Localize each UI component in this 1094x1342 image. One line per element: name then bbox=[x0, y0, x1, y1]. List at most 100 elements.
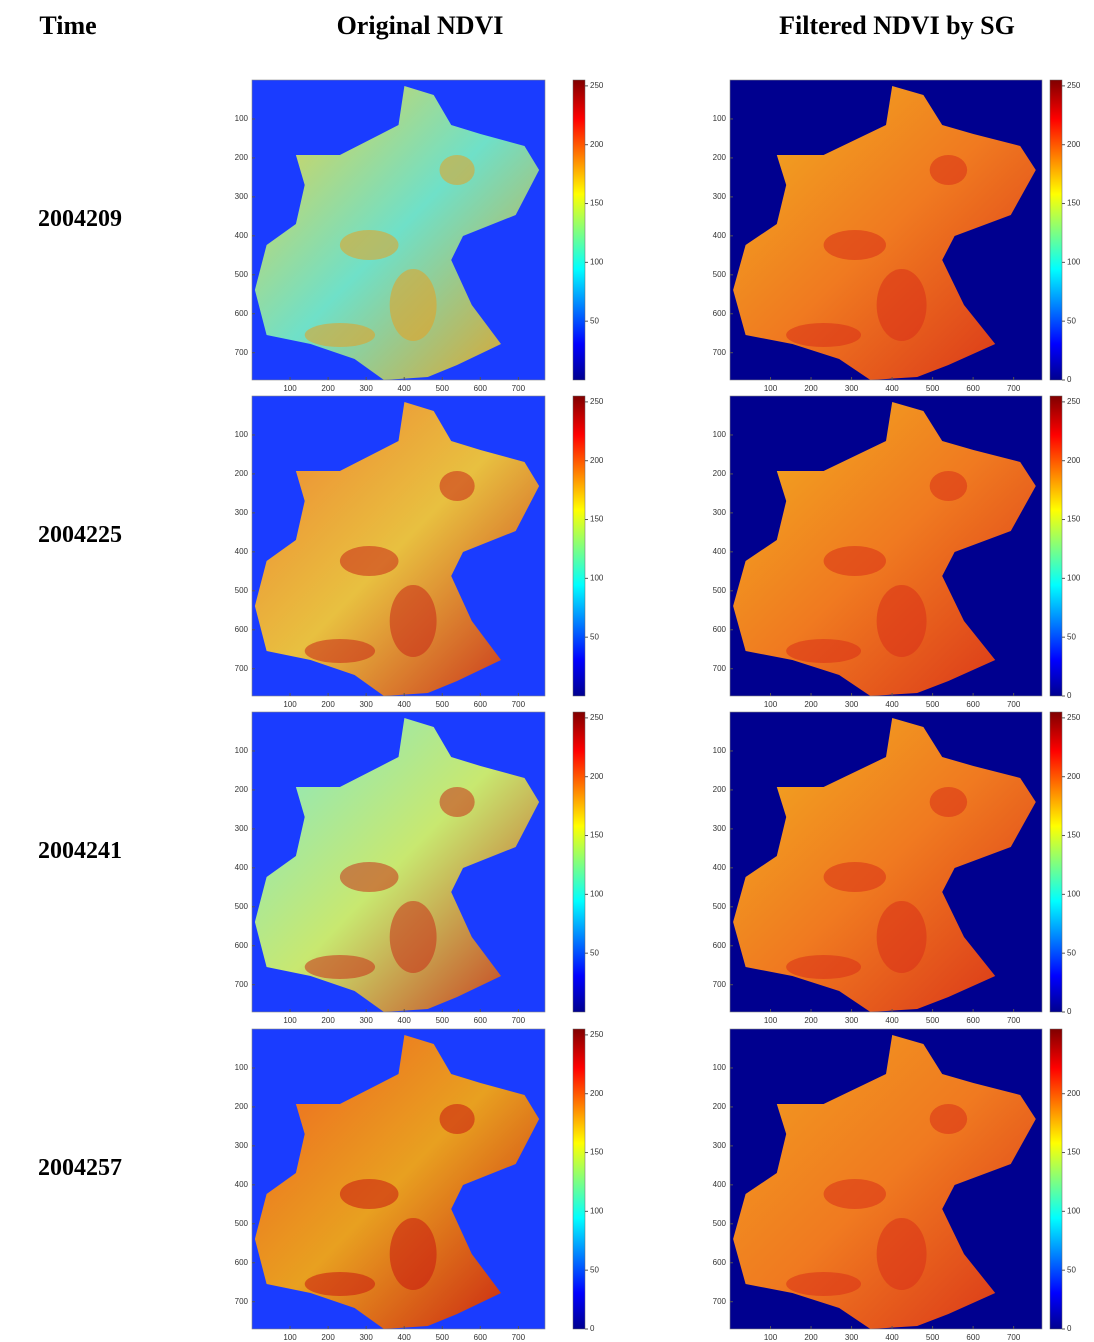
x-tick-label: 400 bbox=[398, 1333, 412, 1342]
y-tick-label: 100 bbox=[713, 114, 727, 123]
x-tick-label: 500 bbox=[926, 1333, 940, 1342]
y-tick-label: 700 bbox=[235, 1297, 249, 1306]
x-tick-label: 100 bbox=[283, 384, 297, 393]
y-tick-label: 700 bbox=[713, 348, 727, 357]
x-tick-label: 100 bbox=[283, 1333, 297, 1342]
map-panel: 1002003004005006007001002003004005006007… bbox=[235, 396, 604, 709]
x-tick-label: 200 bbox=[804, 700, 818, 709]
map-patch bbox=[440, 155, 475, 185]
y-tick-label: 300 bbox=[713, 1141, 727, 1150]
y-tick-label: 300 bbox=[235, 824, 249, 833]
colorbar bbox=[1050, 712, 1062, 1012]
x-tick-label: 700 bbox=[1007, 384, 1021, 393]
map-patch bbox=[340, 230, 399, 260]
colorbar-tick-label: 50 bbox=[590, 316, 599, 325]
map-patch bbox=[340, 1179, 399, 1209]
map-patch bbox=[877, 901, 927, 973]
map-patch bbox=[877, 1218, 927, 1290]
y-tick-label: 200 bbox=[235, 469, 249, 478]
colorbar bbox=[1050, 396, 1062, 696]
map-patch bbox=[824, 862, 886, 892]
y-tick-label: 600 bbox=[713, 941, 727, 950]
colorbar-tick-label: 150 bbox=[1067, 515, 1081, 524]
y-tick-label: 200 bbox=[235, 1102, 249, 1111]
map-patch bbox=[824, 230, 886, 260]
y-tick-label: 100 bbox=[713, 746, 727, 755]
x-tick-label: 700 bbox=[512, 700, 526, 709]
colorbar-tick-label: 150 bbox=[590, 199, 604, 208]
colorbar-tick-label: 100 bbox=[1067, 889, 1081, 898]
colorbar-tick-label: 100 bbox=[1067, 257, 1081, 266]
map-patch bbox=[786, 323, 861, 347]
y-tick-label: 400 bbox=[235, 1180, 249, 1189]
colorbar-tick-label: 0 bbox=[1067, 1007, 1072, 1016]
y-tick-label: 700 bbox=[713, 980, 727, 989]
x-tick-label: 200 bbox=[804, 1016, 818, 1025]
x-tick-label: 100 bbox=[764, 1016, 778, 1025]
y-tick-label: 600 bbox=[713, 309, 727, 318]
x-tick-label: 200 bbox=[804, 1333, 818, 1342]
x-tick-label: 400 bbox=[885, 384, 899, 393]
map-patch bbox=[877, 269, 927, 341]
map-patch bbox=[390, 1218, 437, 1290]
colorbar-tick-label: 250 bbox=[590, 713, 604, 722]
figure: Time Original NDVI Filtered NDVI by SG 2… bbox=[0, 0, 1094, 1342]
y-tick-label: 300 bbox=[713, 824, 727, 833]
map-panel: 1002003004005006007001002003004005006007… bbox=[235, 712, 604, 1025]
x-tick-label: 600 bbox=[474, 1016, 488, 1025]
colorbar-tick-label: 200 bbox=[1067, 456, 1081, 465]
y-tick-label: 500 bbox=[235, 586, 249, 595]
map-patch bbox=[440, 1104, 475, 1134]
x-tick-label: 700 bbox=[512, 384, 526, 393]
map-patch bbox=[786, 955, 861, 979]
y-tick-label: 600 bbox=[235, 309, 249, 318]
time-label: 2004257 bbox=[38, 1155, 122, 1181]
map-patch bbox=[930, 1104, 967, 1134]
map-patch bbox=[340, 862, 399, 892]
colorbar-tick-label: 150 bbox=[1067, 1148, 1081, 1157]
y-tick-label: 400 bbox=[235, 863, 249, 872]
y-tick-label: 300 bbox=[235, 508, 249, 517]
map-patch bbox=[930, 471, 967, 501]
x-tick-label: 500 bbox=[436, 1333, 450, 1342]
colorbar-tick-label: 150 bbox=[590, 1148, 604, 1157]
x-tick-label: 600 bbox=[966, 384, 980, 393]
colorbar-tick-label: 150 bbox=[590, 515, 604, 524]
x-tick-label: 500 bbox=[436, 1016, 450, 1025]
colorbar-tick-label: 0 bbox=[1067, 375, 1072, 384]
map-patch bbox=[786, 639, 861, 663]
x-tick-label: 700 bbox=[1007, 1016, 1021, 1025]
x-tick-label: 700 bbox=[512, 1333, 526, 1342]
y-tick-label: 200 bbox=[713, 1102, 727, 1111]
y-tick-label: 500 bbox=[235, 902, 249, 911]
y-tick-label: 400 bbox=[235, 231, 249, 240]
x-tick-label: 300 bbox=[359, 700, 373, 709]
y-tick-label: 500 bbox=[713, 270, 727, 279]
colorbar-tick-label: 50 bbox=[1067, 1265, 1076, 1274]
colorbar-tick-label: 200 bbox=[1067, 1089, 1081, 1098]
x-tick-label: 400 bbox=[885, 1333, 899, 1342]
time-label: 2004241 bbox=[38, 838, 122, 864]
colorbar bbox=[573, 396, 585, 696]
colorbar-tick-label: 100 bbox=[590, 889, 604, 898]
x-tick-label: 400 bbox=[398, 1016, 412, 1025]
colorbar-tick-label: 150 bbox=[1067, 831, 1081, 840]
map-patch bbox=[824, 1179, 886, 1209]
y-tick-label: 600 bbox=[235, 1258, 249, 1267]
x-tick-label: 200 bbox=[321, 700, 335, 709]
colorbar bbox=[573, 80, 585, 380]
header-time: Time bbox=[39, 11, 96, 40]
x-tick-label: 200 bbox=[804, 384, 818, 393]
x-tick-label: 600 bbox=[474, 700, 488, 709]
x-tick-label: 700 bbox=[1007, 1333, 1021, 1342]
x-tick-label: 300 bbox=[845, 384, 859, 393]
y-tick-label: 500 bbox=[235, 1219, 249, 1228]
colorbar-tick-label: 200 bbox=[590, 456, 604, 465]
map-panel: 1002003004005006007001002003004005006007… bbox=[713, 80, 1081, 393]
x-tick-label: 500 bbox=[926, 700, 940, 709]
x-tick-label: 600 bbox=[966, 1333, 980, 1342]
map-panel: 1002003004005006007001002003004005006007… bbox=[713, 712, 1081, 1025]
y-tick-label: 100 bbox=[713, 430, 727, 439]
colorbar-tick-label: 250 bbox=[590, 1030, 604, 1039]
